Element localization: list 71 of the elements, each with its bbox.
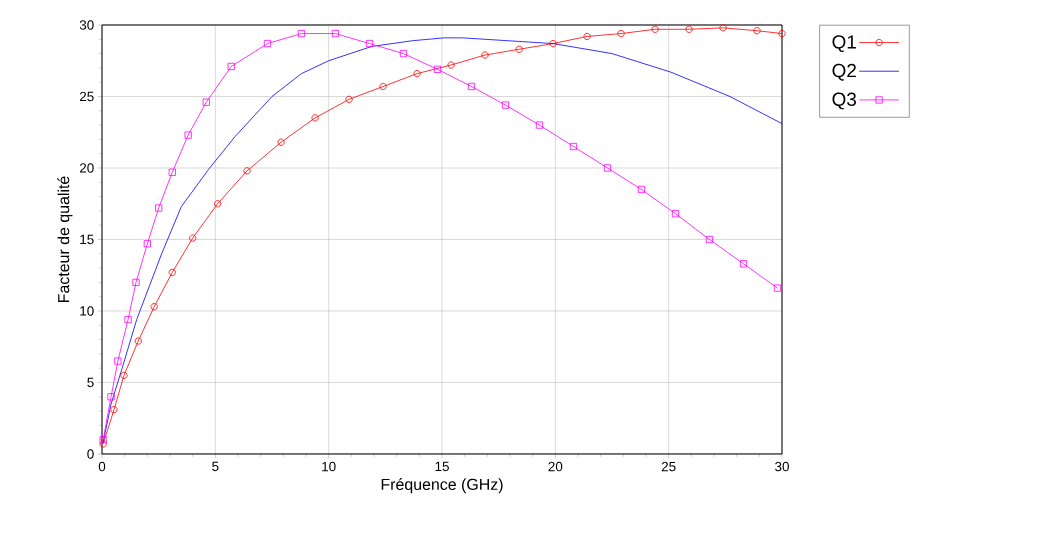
point [124, 315, 132, 324]
point [535, 121, 544, 129]
point [549, 39, 557, 48]
x-tick-label: 30 [775, 461, 789, 472]
point [481, 51, 489, 59]
point [114, 357, 122, 365]
y-tick-label: 5 [87, 377, 94, 388]
y-tick-label: 15 [80, 234, 94, 245]
point [331, 29, 340, 38]
point [155, 204, 163, 212]
point [227, 62, 235, 71]
x-tick-label: 0 [98, 461, 106, 472]
y-tick-label: 30 [79, 20, 94, 30]
point [168, 168, 176, 176]
point [379, 82, 387, 91]
point [297, 29, 306, 38]
point [365, 39, 374, 48]
y-tick-label: 0 [87, 449, 94, 459]
x-tick-label: 15 [435, 461, 449, 472]
point [134, 337, 142, 345]
point [467, 82, 476, 91]
point [753, 27, 761, 35]
point [447, 61, 455, 69]
x-axis-title: Fréquence (GHz) [381, 478, 503, 494]
point [202, 98, 210, 106]
point [132, 278, 140, 286]
point [107, 393, 115, 401]
point [143, 240, 151, 248]
point [277, 138, 285, 146]
point [778, 29, 786, 38]
point [120, 371, 128, 379]
point [184, 131, 192, 139]
point [603, 164, 612, 172]
point [243, 167, 251, 175]
y-tick-label: 25 [79, 91, 94, 102]
point [189, 234, 197, 242]
point [345, 95, 353, 103]
x-tick-label: 20 [548, 461, 563, 472]
point [617, 29, 625, 38]
point [583, 32, 591, 41]
legend-label: Q1 [832, 35, 856, 52]
point [515, 45, 523, 53]
point [705, 235, 714, 244]
legend-label: Q2 [832, 63, 856, 81]
point [433, 65, 442, 73]
point [569, 142, 578, 151]
legend-label: Q3 [832, 92, 857, 110]
point [719, 24, 727, 32]
y-axis-title: Facteur de qualité [57, 176, 73, 302]
point [168, 268, 176, 276]
point [739, 260, 748, 268]
y-tick-label: 20 [79, 163, 94, 173]
point [99, 436, 107, 444]
y-tick-label: 10 [80, 306, 94, 316]
point [773, 284, 782, 292]
point [110, 406, 118, 414]
x-tick-label: 25 [661, 461, 676, 472]
point [311, 114, 319, 122]
point [671, 210, 680, 218]
point [637, 185, 646, 194]
point [651, 25, 659, 33]
point [501, 101, 510, 109]
x-tick-label: 10 [322, 461, 336, 472]
point [99, 440, 107, 448]
x-tick-label: 5 [212, 461, 219, 472]
point [150, 303, 158, 311]
point [685, 25, 693, 33]
point [263, 39, 272, 48]
point [214, 200, 222, 208]
point [413, 70, 421, 78]
point [399, 50, 408, 58]
